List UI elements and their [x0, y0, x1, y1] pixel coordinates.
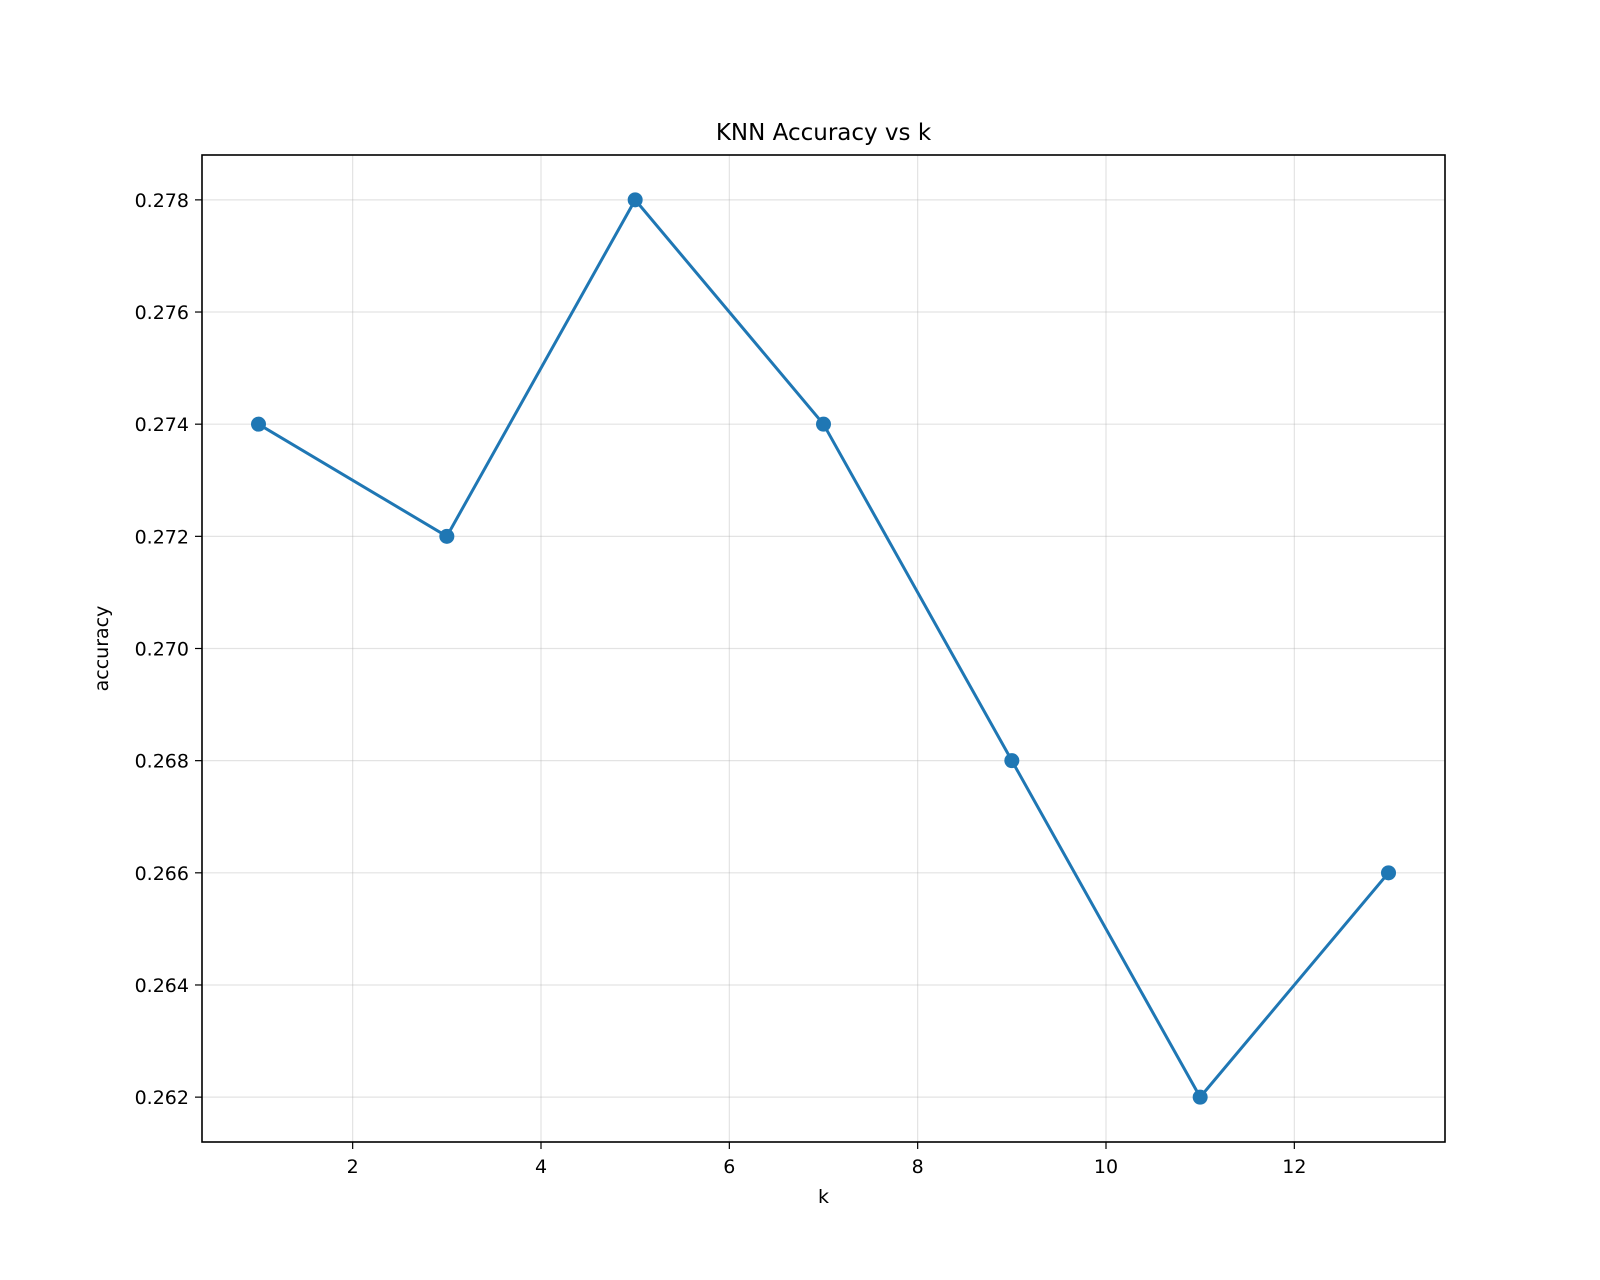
data-point-marker: [1004, 753, 1020, 769]
data-point-marker: [1381, 865, 1396, 881]
x-tick-label: 2: [347, 1156, 359, 1178]
grid-layer: [202, 155, 1445, 1142]
x-tick-label: 12: [1282, 1156, 1306, 1178]
series-layer: [251, 192, 1396, 1105]
y-tick-label: 0.274: [135, 414, 189, 436]
x-axis-title: k: [818, 1186, 829, 1208]
data-point-marker: [627, 192, 643, 208]
x-tick-label: 6: [723, 1156, 735, 1178]
y-axis-title: accuracy: [91, 606, 113, 692]
y-tick-label: 0.276: [135, 302, 189, 324]
chart-title: KNN Accuracy vs k: [716, 120, 932, 146]
y-tick-label: 0.268: [135, 751, 189, 773]
x-tick-label: 8: [912, 1156, 924, 1178]
y-tick-label: 0.264: [135, 975, 189, 997]
x-tick-label: 4: [535, 1156, 547, 1178]
y-tick-label: 0.270: [135, 639, 189, 661]
data-point-marker: [439, 528, 455, 544]
y-tick-label: 0.262: [135, 1087, 189, 1109]
data-point-marker: [251, 416, 266, 432]
ticks-layer: 2 4 6 8 10 12 0.262 0.264 0.266 0.268 0.270 0.272 0.…: [135, 190, 1307, 1178]
y-tick-label: 0.272: [135, 526, 189, 548]
data-point-marker: [816, 416, 831, 432]
data-point-marker: [1192, 1089, 1208, 1105]
x-tick-label: 10: [1094, 1156, 1118, 1178]
y-tick-label: 0.278: [135, 190, 189, 212]
y-tick-label: 0.266: [135, 863, 189, 885]
